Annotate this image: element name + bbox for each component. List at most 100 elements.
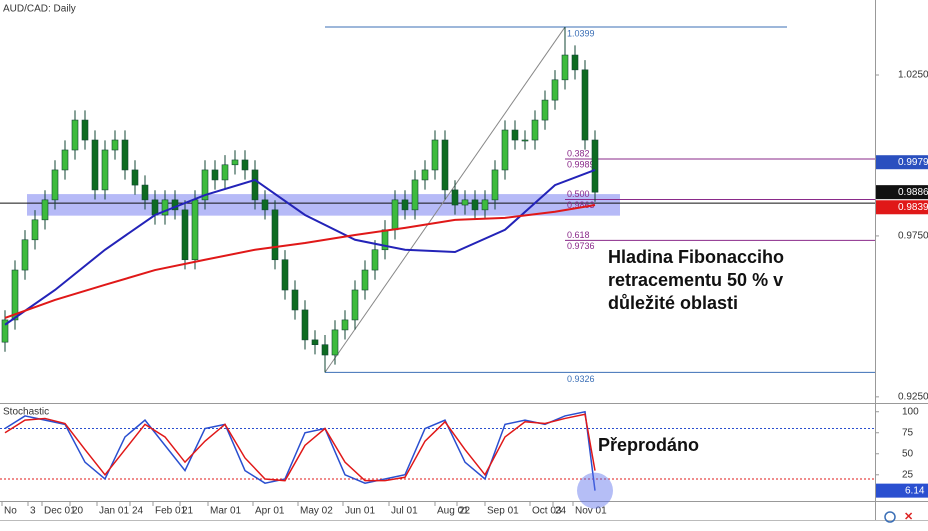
- annotation: Hladina Fibonacciho retracementu 50 % v …: [608, 247, 785, 313]
- annotation: Přeprodáno: [598, 435, 700, 455]
- candle-body: [581, 69, 589, 141]
- candle-body: [531, 119, 539, 141]
- x-tick-label: Mar 01: [210, 506, 242, 517]
- candle-body: [491, 169, 499, 201]
- candle-body: [391, 199, 399, 231]
- candle-body: [231, 159, 239, 166]
- fib-price-label: 0.9989: [567, 159, 595, 169]
- candle-body: [441, 139, 449, 191]
- candle-body: [521, 139, 529, 142]
- candle-body: [21, 239, 29, 271]
- candle-body: [241, 159, 249, 171]
- candle-body: [361, 269, 369, 291]
- fib-price-label: 0.9326: [567, 374, 595, 384]
- candle-body: [561, 54, 569, 81]
- fib-ratio-label: 0.618: [567, 230, 590, 240]
- candle-body: [1, 319, 9, 343]
- candle-body: [461, 199, 469, 206]
- x-tick-label: Feb 01: [155, 506, 187, 517]
- price-marker: [876, 185, 928, 200]
- candle-body: [321, 344, 329, 356]
- x-tick-label: 20: [72, 506, 84, 517]
- moving-average: [4, 204, 596, 319]
- x-tick-label: Nov 01: [575, 506, 607, 517]
- candle-body: [11, 269, 19, 321]
- y-tick-label: 0.9750: [898, 231, 928, 242]
- candle-body: [251, 169, 259, 201]
- y-tick-label: 50: [902, 448, 914, 459]
- highlight-circle: [577, 472, 613, 509]
- logo-icon[interactable]: ✕: [904, 511, 913, 523]
- x-tick-label: 22: [459, 506, 471, 517]
- x-tick-label: Aug 01: [437, 506, 469, 517]
- x-tick-label: 24: [555, 506, 567, 517]
- candle-body: [181, 209, 189, 261]
- y-tick-label: 75: [902, 427, 914, 438]
- candle-body: [541, 99, 549, 121]
- candle-body: [301, 309, 309, 341]
- support-zone: [27, 194, 620, 216]
- candle-body: [41, 199, 49, 221]
- candle-body: [61, 149, 69, 171]
- candle-body: [451, 189, 459, 206]
- candle-body: [481, 199, 489, 211]
- x-tick-label: 21: [182, 506, 194, 517]
- candle-body: [411, 179, 419, 211]
- candle-body: [261, 199, 269, 211]
- candle-body: [121, 139, 129, 171]
- candle-body: [51, 169, 59, 201]
- candle-body: [511, 129, 519, 141]
- x-tick-label: Dec 01: [44, 506, 76, 517]
- candle-body: [211, 169, 219, 181]
- fib-ratio-label: 0.500: [567, 189, 590, 199]
- candle-body: [341, 319, 349, 331]
- fib-price-label: 1.0399: [567, 28, 595, 38]
- candle-body: [201, 169, 209, 201]
- y-tick-label: 25: [902, 469, 914, 480]
- x-tick-label: Jan 01: [99, 506, 129, 517]
- fib-trend-line: [324, 26, 566, 373]
- pane-title: AUD/CAD: Daily: [3, 4, 76, 15]
- x-tick-label: Oct 03: [532, 506, 562, 517]
- value-marker: [876, 483, 928, 498]
- candle-body: [291, 289, 299, 311]
- candle-body: [501, 129, 509, 171]
- candle-body: [351, 289, 359, 321]
- value-marker-label: 6.14: [905, 485, 925, 496]
- pane-title: Stochastic: [3, 407, 49, 418]
- stochastic-line: [4, 410, 596, 491]
- candle-body: [471, 199, 479, 211]
- candle-body: [71, 119, 79, 151]
- candle-body: [101, 149, 109, 191]
- candle-body: [151, 199, 159, 216]
- fib-price-label: 0.9736: [567, 241, 595, 251]
- x-tick-label: Jul 01: [391, 506, 418, 517]
- x-tick-label: No: [4, 506, 17, 517]
- price-marker-label: 0.9839: [898, 202, 928, 213]
- price-marker-label: 0.9979: [898, 157, 928, 168]
- candle-body: [551, 79, 559, 101]
- candle-body: [281, 259, 289, 291]
- candle-body: [371, 249, 379, 271]
- y-tick-label: 100: [902, 406, 919, 417]
- candle-body: [401, 199, 409, 211]
- candle-body: [161, 199, 169, 216]
- fib-price-label: 0.9863: [567, 200, 595, 210]
- candle-body: [311, 339, 319, 346]
- stochastic-line: [4, 413, 596, 482]
- sync-icon[interactable]: [884, 511, 896, 523]
- candle-body: [81, 119, 89, 141]
- candle-body: [191, 199, 199, 261]
- x-tick-label: 24: [132, 506, 144, 517]
- candle-body: [331, 329, 339, 356]
- x-tick-label: May 02: [300, 506, 333, 517]
- candle-body: [31, 219, 39, 241]
- fib-ratio-label: 0.382: [567, 148, 590, 158]
- moving-average: [4, 169, 596, 326]
- candle-body: [431, 139, 439, 171]
- x-tick-label: Jun 01: [345, 506, 375, 517]
- price-marker: [876, 200, 928, 215]
- candle-body: [221, 164, 229, 181]
